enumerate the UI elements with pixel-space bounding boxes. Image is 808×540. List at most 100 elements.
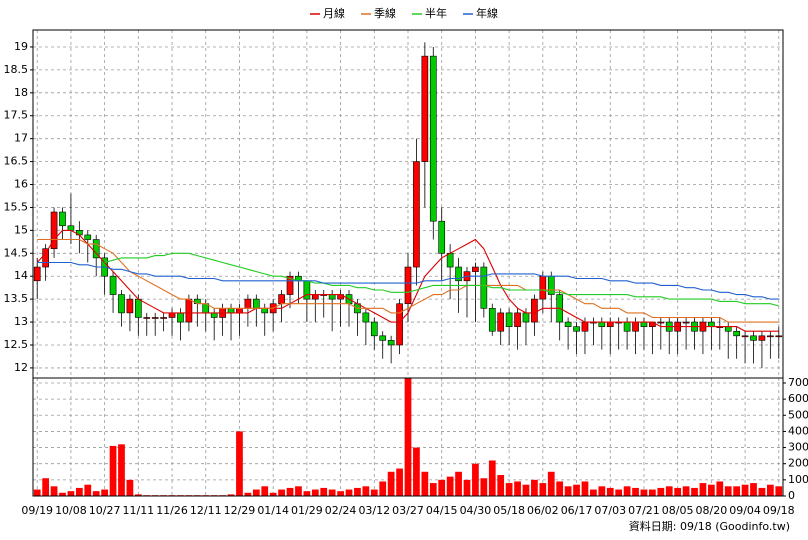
volume-bar [421,471,429,496]
volume-bar [109,445,117,496]
y-tick-label: 0 [788,489,795,502]
candle-body [446,252,454,268]
y-tick-label: 17.5 [4,109,29,122]
volume-bar [320,487,328,496]
volume-bar [50,486,58,496]
legend: 月線 季線 半年 年線 [310,6,498,20]
candle-body [724,326,732,332]
volume-bar [623,486,631,496]
candle-body [505,312,513,327]
y-tick-label: 13 [14,315,28,328]
ma-line [37,261,779,300]
y-tick-label: 15.5 [4,200,29,213]
candle-body [623,321,631,332]
volume-bar [665,486,673,496]
candle-body [404,266,412,305]
x-tick-label: 07/03 [594,504,626,517]
volume-bar [126,479,134,496]
candle-body [67,225,75,231]
candle-body [109,275,117,295]
x-tick-label: 10/08 [55,504,87,517]
candle-body [480,266,488,309]
candle-body [682,321,690,324]
y-tick-label: 16.5 [4,155,29,168]
candle-body [733,330,740,337]
candle-body [160,317,167,319]
y-tick-label: 100 [788,473,808,486]
candle-body [767,335,774,338]
x-tick-label: 02/24 [325,504,357,517]
candle-body [708,321,715,327]
y-tick-label: 200 [788,457,808,470]
candle-body [539,275,547,300]
y-tick-label: 13.5 [4,292,29,305]
volume-bar [741,484,749,496]
volume-bar [236,431,243,496]
footnote: 資料日期: 09/18 (Goodinfo.tw) [629,519,790,533]
candle-body [472,266,479,272]
candle-body [362,312,370,323]
candle-body [177,312,184,323]
volume-bar [269,492,277,496]
candle-body [396,303,403,346]
candle-body [741,335,749,338]
x-tick-label: 08/20 [696,504,728,517]
volume-bar [362,486,370,496]
candle-body [118,294,125,314]
volume-bar [733,486,741,496]
volume-bar [488,460,496,496]
volume-bar [84,484,92,496]
volume-bar [758,487,766,496]
volume-bar [564,486,572,496]
volume-bar [101,489,108,496]
volume-bar [682,486,690,496]
x-tick-label: 09/18 [763,504,795,517]
y-tick-label: 500 [788,408,808,421]
volume-bar [227,494,235,496]
x-tick-label: 09/19 [21,504,53,517]
volume-bar [244,492,252,496]
x-tick-label: 12/11 [190,504,222,517]
volume-bar [750,483,757,496]
candle-body [640,321,648,327]
volume-bar [539,483,547,496]
volume-bar [303,491,311,496]
x-tick-label: 04/30 [460,504,492,517]
y-tick-label: 18 [14,86,28,99]
volume-bar [438,479,446,496]
plot-frame [32,29,784,497]
candle-body [488,308,496,332]
volume-bar [463,479,471,496]
candle-body [531,298,538,323]
candle-body [84,234,92,240]
candle-body [278,294,285,305]
y-tick-label: 14.5 [4,246,29,259]
candle-body [244,298,252,309]
legend-label: 月線 [323,6,345,20]
y-tick-label: 19 [14,40,28,53]
volume-bar [134,494,142,496]
candle-body [370,321,378,337]
candle-body [252,298,260,309]
candle-body [286,275,294,295]
volume-bar [75,487,83,496]
candle-body [227,308,235,314]
candle-body [303,280,311,300]
ma-line [36,229,779,332]
x-tick-label: 12/29 [224,504,256,517]
legend-label: 半年 [425,6,447,20]
candle-body [185,298,193,323]
volume-bar [446,476,454,496]
volume-bar [598,486,606,496]
candle-body [564,321,572,327]
x-tick-label: 04/15 [426,504,458,517]
volume-bar [42,478,50,496]
candle-body [135,298,142,318]
legend-label: 年線 [476,6,498,20]
volume-bar [775,486,783,496]
candle-body [379,335,387,341]
candle-body [632,321,639,332]
x-tick-label: 03/27 [392,504,424,517]
y-tick-label: 16 [14,178,28,191]
x-tick-label: 07/21 [628,504,660,517]
